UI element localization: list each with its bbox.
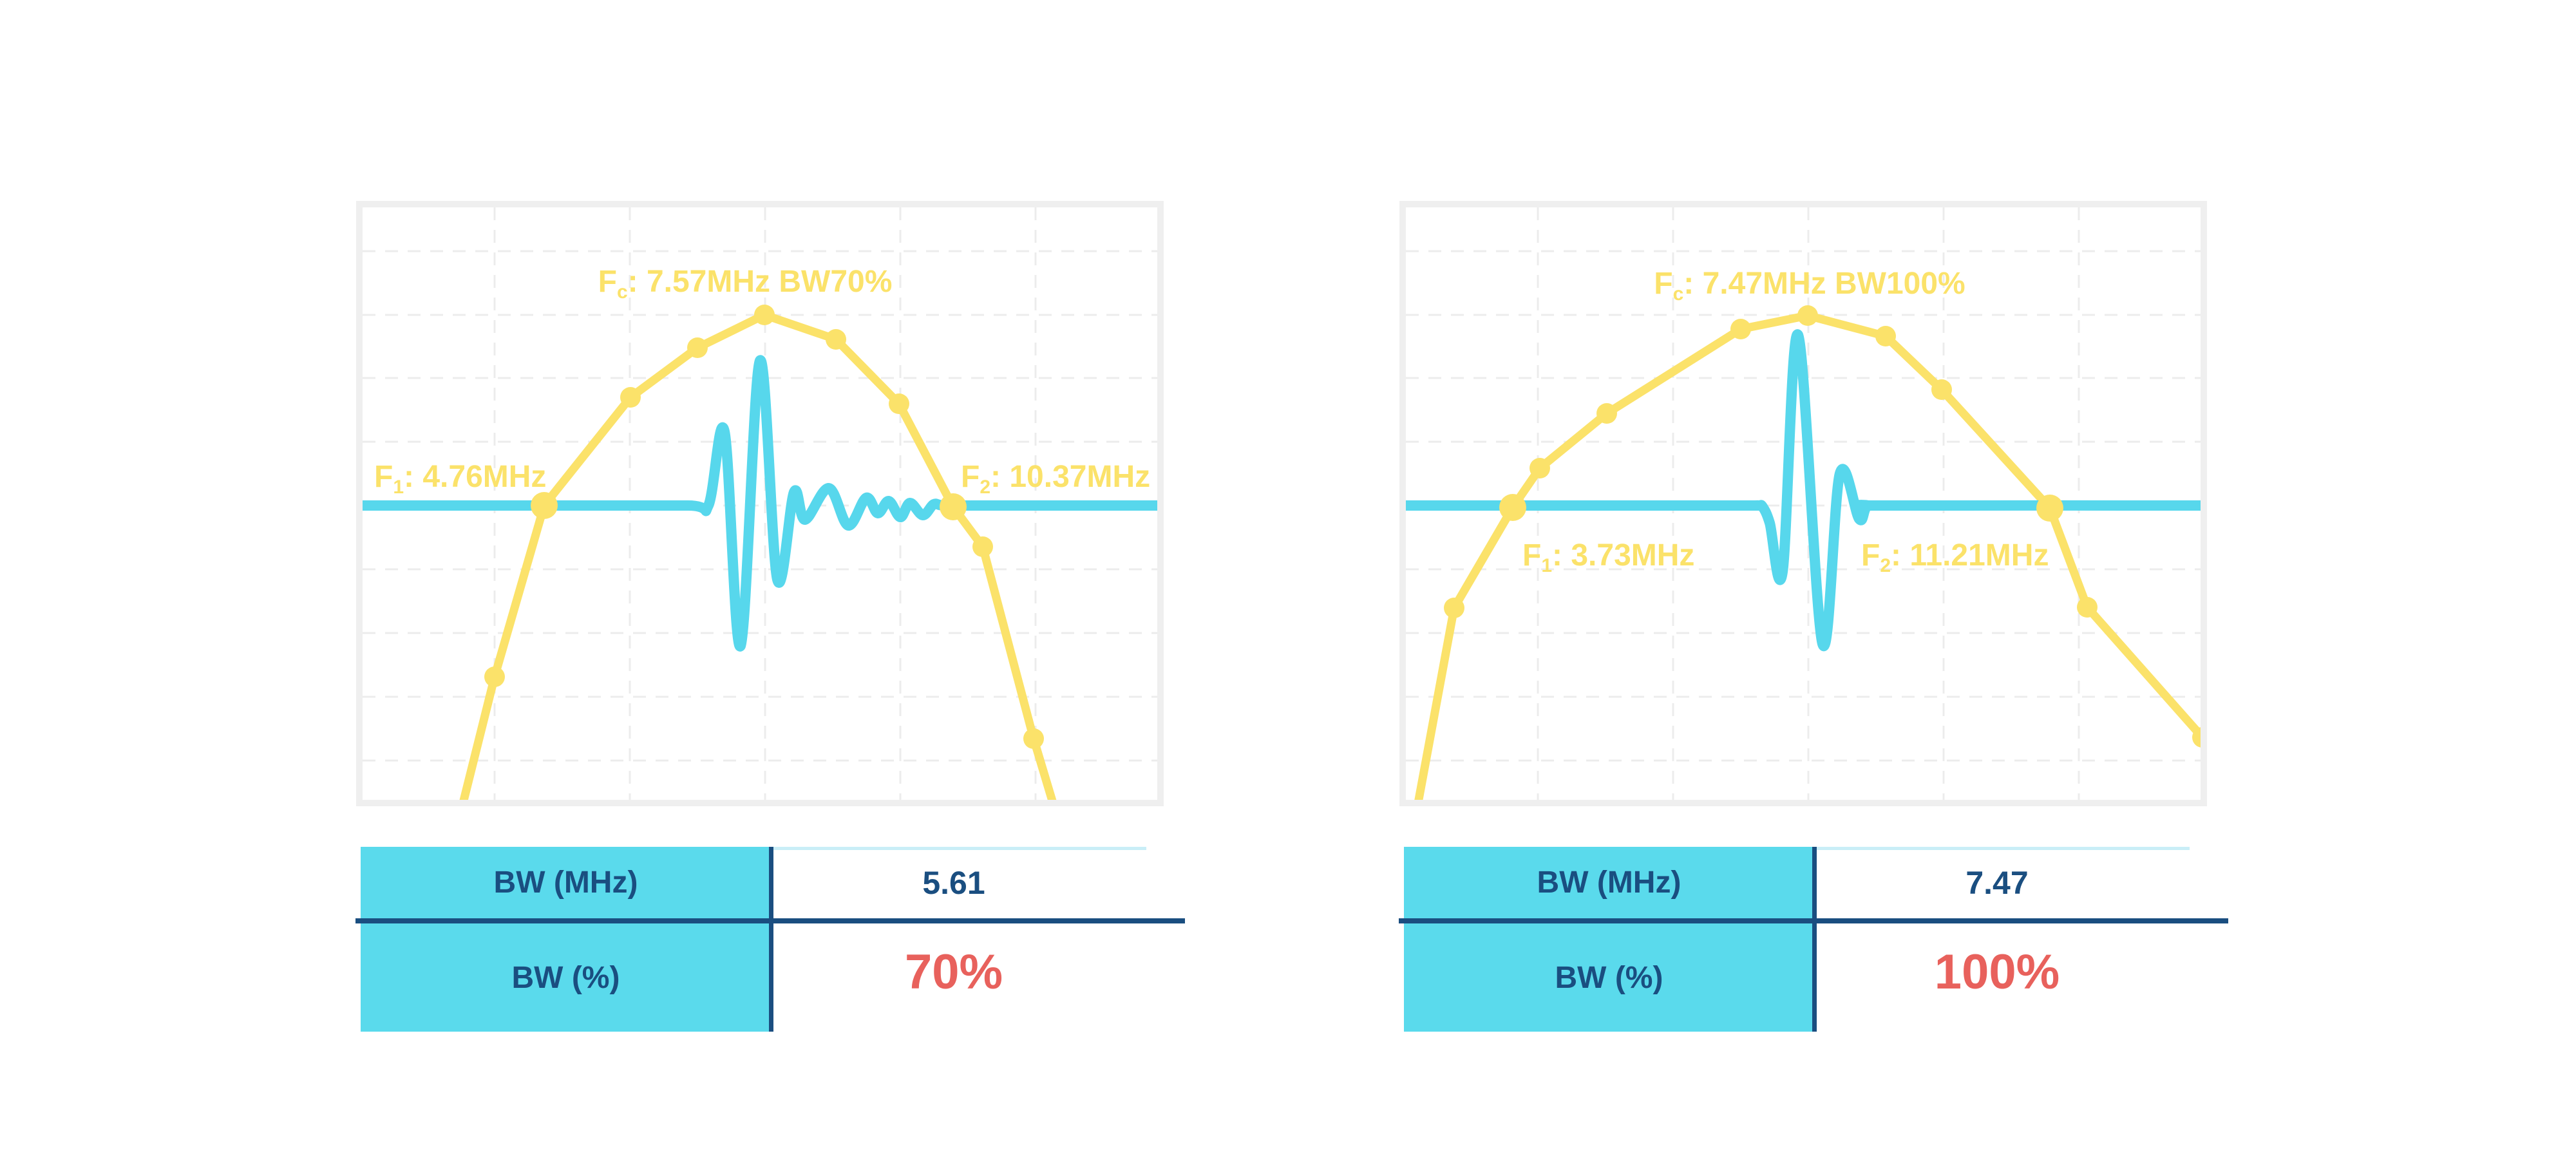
chart-frame-bw70: Fc: 7.57MHz BW70% F1: 4.76MHz F2: 10.37MHz xyxy=(356,201,1164,806)
chart-plot-bw70: Fc: 7.57MHz BW70% F1: 4.76MHz F2: 10.37MHz xyxy=(363,207,1157,800)
bw-mhz-value: 7.47 xyxy=(1965,864,2029,901)
band-edge-dot xyxy=(531,492,558,519)
spectrum-point-dot xyxy=(826,329,846,350)
spectrum-point-dot xyxy=(1875,326,1896,346)
chart-plot-bw100: Fc: 7.47MHz BW100% F1: 3.73MHz F2: 11.21MH… xyxy=(1406,207,2201,800)
spectrum-point-dot xyxy=(1596,403,1617,424)
spectrum-point-dot xyxy=(1023,728,1044,749)
band-edge-dot xyxy=(1499,494,1526,521)
spectrum-end-dot xyxy=(2192,727,2201,748)
fc-annotation: Fc: 7.47MHz BW100% xyxy=(1654,267,1965,305)
spectrum-point-dot xyxy=(1797,305,1818,326)
spectrum-point-dot xyxy=(2077,597,2098,618)
bw-table-label-column xyxy=(1404,847,1814,1032)
spectrum-point-dot xyxy=(754,305,775,325)
pulse-waveform xyxy=(1406,329,2201,652)
spectrum-point-dot xyxy=(1530,458,1550,478)
spectrum-curve xyxy=(1414,311,2201,800)
spectrum-point-dot xyxy=(889,393,909,414)
fc-annotation: Fc: 7.57MHz BW70% xyxy=(598,265,893,303)
bw-table-bw70: BW (MHz) 5.61 BW (%) 70% xyxy=(355,847,1185,1032)
chart-frame-bw100: Fc: 7.47MHz BW100% F1: 3.73MHz F2: 11.21MH… xyxy=(1399,201,2207,806)
f1-annotation: F1: 3.73MHz xyxy=(1522,538,1694,576)
value-column-topline xyxy=(1814,847,2190,850)
spectrum-point-dot xyxy=(1730,319,1751,339)
f2-annotation: F2: 11.21MHz xyxy=(1861,538,2049,576)
bw-mhz-label: BW (MHz) xyxy=(493,866,638,900)
pulse-waveform xyxy=(363,355,1157,652)
bw-table-bw100: BW (MHz) 7.47 BW (%) 100% xyxy=(1399,847,2228,1032)
bw-pct-value: 100% xyxy=(1934,944,2060,999)
spectrum-point-dot xyxy=(484,667,505,687)
spectrum-curve xyxy=(459,310,1057,800)
bw-table-label-column xyxy=(361,847,771,1032)
bw-mhz-value: 5.61 xyxy=(922,864,985,901)
spectrum-point-dot xyxy=(1931,379,1952,400)
value-column-topline xyxy=(771,847,1146,850)
f2-annotation: F2: 10.37MHz xyxy=(961,460,1150,498)
bw-mhz-label: BW (MHz) xyxy=(1537,866,1681,900)
bw-pct-label: BW (%) xyxy=(1555,960,1663,995)
band-edge-dot xyxy=(2036,495,2063,522)
bw-pct-value: 70% xyxy=(904,944,1003,999)
spectrum-point-dot xyxy=(1444,598,1464,618)
bw-pct-label: BW (%) xyxy=(511,960,620,995)
spectrum-point-dot xyxy=(620,387,641,408)
f1-annotation: F1: 4.76MHz xyxy=(374,460,546,498)
band-edge-dot xyxy=(940,493,967,520)
spectrum-point-dot xyxy=(687,337,708,358)
table-column-separator xyxy=(769,847,773,1032)
spectrum-point-dot xyxy=(972,536,993,557)
table-column-separator xyxy=(1812,847,1817,1032)
